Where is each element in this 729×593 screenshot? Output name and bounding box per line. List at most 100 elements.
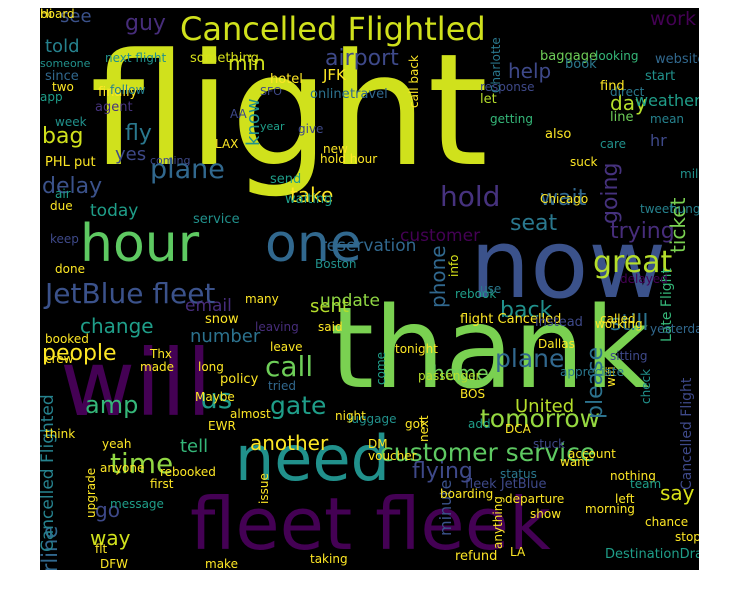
word-guy: guy — [125, 11, 166, 36]
word-charlotte: Charlotte — [489, 37, 503, 93]
word-want: want — [560, 455, 590, 469]
word-people: people — [42, 341, 117, 366]
word-customer-service: customer service — [380, 438, 596, 467]
word-see: see — [60, 8, 92, 27]
word-getting: getting — [490, 112, 533, 126]
word-united: United — [515, 396, 575, 417]
word-message: message — [110, 497, 164, 511]
word-min: min — [228, 51, 266, 75]
word-today: today — [90, 201, 139, 221]
word-first: first — [150, 477, 174, 491]
word-going: going — [598, 162, 623, 224]
word-weather: weather — [635, 91, 699, 110]
word-ewr: EWR — [208, 419, 236, 433]
word-start: start — [645, 69, 676, 84]
word-passenger: passenger — [418, 369, 481, 383]
word-yes: yes — [115, 144, 147, 165]
word-delay: delay — [42, 174, 103, 199]
word-update: update — [320, 291, 380, 311]
word-home: home — [432, 361, 489, 385]
word-mile: mile — [680, 167, 699, 181]
word-leave: leave — [270, 340, 303, 354]
word-upgrade: upgrade — [84, 467, 98, 518]
word-anyone: anyone — [100, 461, 145, 475]
word-email: email — [185, 296, 232, 316]
word-cancelled-flight: Cancelled Flight — [679, 377, 695, 490]
word-back: back — [500, 298, 553, 323]
word-book: book — [565, 57, 597, 72]
word-looking: looking — [595, 49, 639, 63]
word-tonight: tonight — [395, 342, 438, 356]
word-think: think — [45, 427, 76, 441]
word-flight: flight — [90, 20, 489, 201]
word-hold-hour: hold hour — [320, 152, 378, 166]
word-done: done — [55, 262, 85, 276]
word-follow: follow — [110, 83, 146, 97]
word-taking: taking — [310, 552, 348, 566]
word-fleet-fleek: fleet fleek — [190, 482, 551, 566]
word-work: work — [650, 8, 696, 30]
word-jfk: JFK — [323, 66, 346, 84]
word-status: status — [500, 467, 537, 481]
word-air: air — [55, 187, 71, 201]
word-dfw: DFW — [100, 557, 129, 570]
word-hour: hour — [80, 214, 200, 274]
word-almost: almost — [230, 407, 271, 421]
word-stop: stop — [675, 530, 699, 544]
word-online: online — [310, 87, 350, 102]
word-fly: fly — [125, 121, 152, 146]
word-website: website — [655, 52, 699, 67]
word-nothing: nothing — [610, 469, 656, 483]
word-voucher: voucher — [368, 449, 417, 463]
word-boston: Boston — [315, 257, 357, 271]
word-appreciate: appreciate — [560, 365, 625, 379]
word-great: great — [593, 245, 673, 280]
word-something: something — [190, 51, 259, 66]
word-board: board — [40, 8, 75, 21]
word-plane: plane — [495, 344, 565, 373]
word-week: week — [55, 115, 87, 129]
word-policy: policy — [220, 372, 259, 387]
word-cancelled-flighted: Cancelled Flighted — [40, 394, 58, 552]
word-dallas: Dallas — [538, 337, 575, 351]
word-crew: crew — [45, 352, 74, 366]
word-way: way — [90, 526, 131, 550]
word-sfo: SFO — [260, 85, 282, 98]
word-la: LA — [510, 545, 526, 559]
word-chicago: Chicago — [540, 192, 589, 206]
word-reservation: reservation — [320, 236, 417, 256]
word-flight-cancelled: flight Cancelled — [460, 312, 562, 327]
word-year: year — [260, 120, 285, 133]
word-left: left — [615, 492, 635, 506]
word-app: app — [40, 90, 63, 104]
word-suck: suck — [570, 155, 598, 169]
word-go: go — [95, 498, 120, 522]
word-will: will — [60, 330, 212, 437]
word-airport: airport — [325, 46, 399, 71]
word-dm: DM — [368, 437, 388, 451]
word-send: send — [270, 172, 302, 187]
word-flying: flying — [412, 459, 473, 484]
word-need: need — [235, 422, 390, 495]
word-call: call — [265, 350, 314, 383]
word-tried: tried — [268, 379, 296, 393]
word-maybe: Maybe — [195, 390, 235, 404]
word-dca: DCA — [505, 422, 531, 436]
word-show: show — [530, 507, 562, 521]
word-come: come — [374, 351, 388, 385]
word-care: care — [600, 137, 627, 151]
word-waiting: waiting — [285, 192, 333, 207]
word-made: made — [140, 360, 175, 374]
word-departure: departure — [505, 492, 565, 506]
word-flt: flt — [95, 542, 108, 556]
word-customer: customer — [400, 226, 481, 246]
word-also: also — [545, 127, 572, 142]
word-team: team — [630, 477, 662, 491]
word-another: another — [250, 431, 329, 455]
word-delayed: delayed — [620, 272, 668, 286]
word-trying: trying — [610, 219, 675, 244]
word-time: time — [110, 447, 174, 480]
word-rebooked: rebooked — [160, 465, 216, 479]
word-make: make — [205, 557, 238, 570]
word-aa: AA — [230, 107, 247, 121]
